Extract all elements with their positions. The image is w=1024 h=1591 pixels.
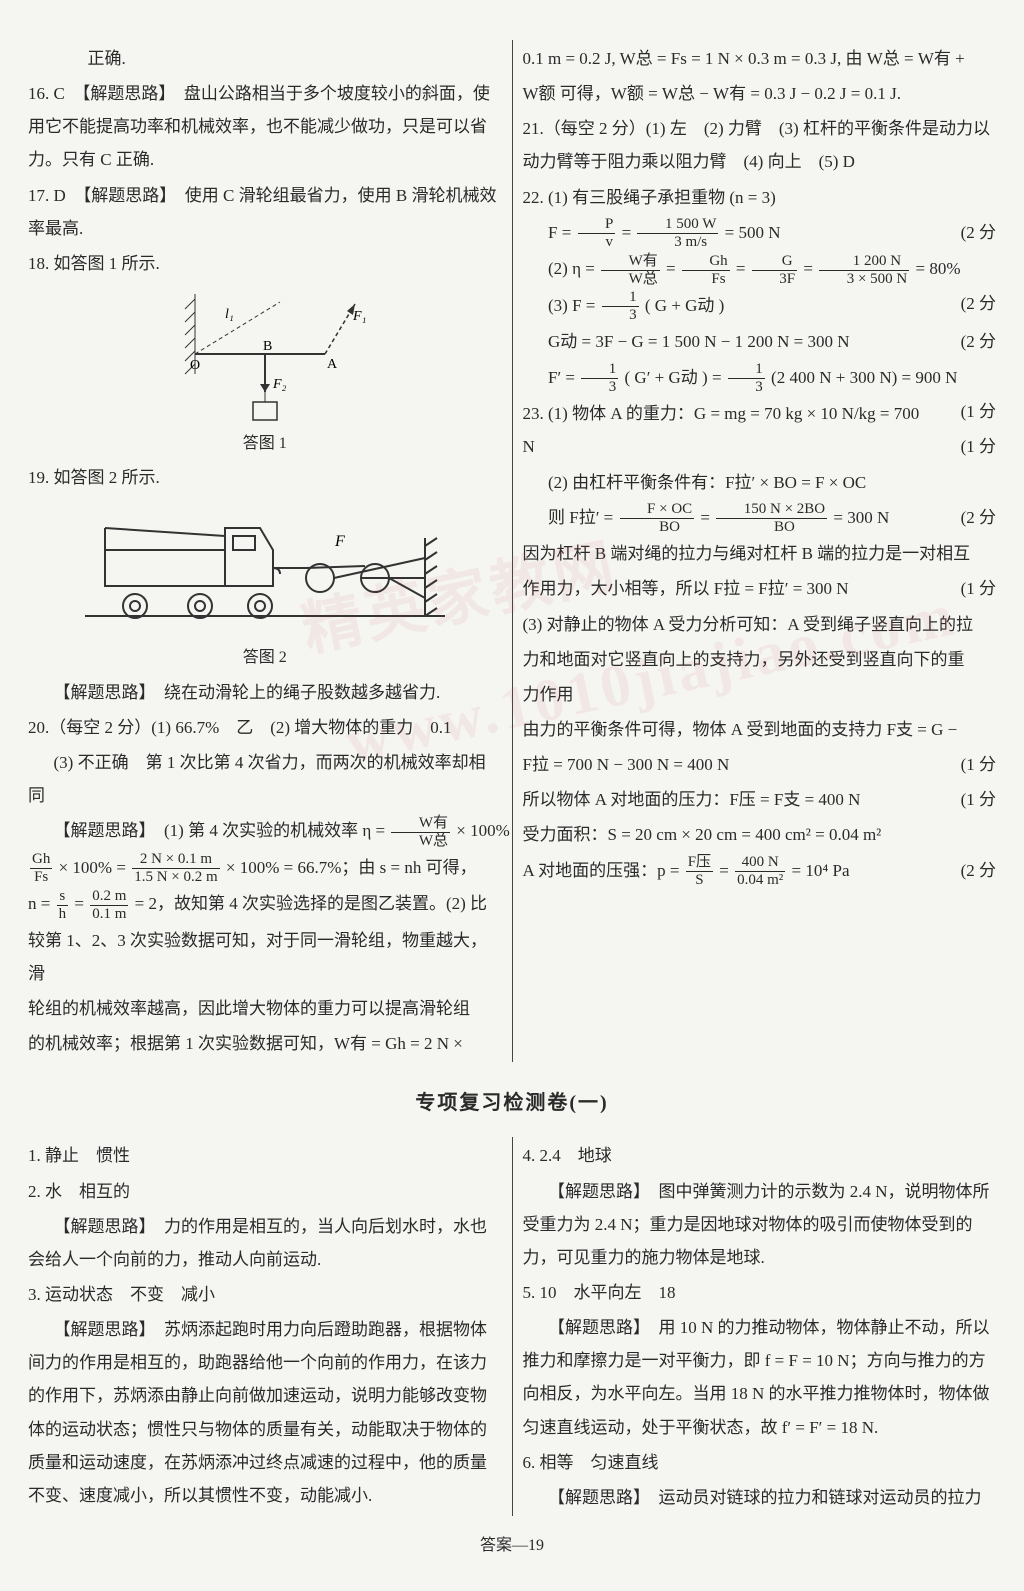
fig1-F1: F₁ [352,309,366,324]
fig1-B: B [263,339,272,354]
q23-c: 则 F拉′ = F × OCBO = 150 N × 2BOBO = 300 N… [523,501,997,536]
q23-h: 力作用 [523,678,997,711]
q23-m: A 对地面的压强：p = F压S = 400 N0.04 m² = 10⁴ Pa… [523,854,997,889]
q23-i: 由力的平衡条件可得，物体 A 受到地面的支持力 F支 = G − [523,713,997,746]
q22-F: F = Pv = 1 500 W3 m/s = 500 N (2 分 [523,216,997,251]
col-bot-left: 1. 静止 惯性 2. 水 相互的 【解题思路】 力的作用是相互的，当人向后划水… [28,1137,512,1516]
q15-tail: 正确. [28,42,502,75]
b-q4-s: 【解题思路】 图中弹簧测力计的示数为 2.4 N，说明物体所受重力为 2.4 N… [523,1175,997,1274]
q23-e: 作用力，大小相等，所以 F拉 = F拉′ = 300 N (1 分 [523,572,997,605]
fig1-A: A [327,357,338,372]
q22-eta: (2) η = W有W总 = GhFs = G3F = 1 200 N3 × 5… [523,252,997,287]
b-q6-s: 【解题思路】 运动员对链球的拉力和链球对运动员的拉力 [523,1481,997,1514]
b-q3-s: 【解题思路】 苏炳添起跑时用力向后蹬助跑器，根据物体间力的作用是相互的，助跑器给… [28,1313,502,1512]
q22-G: G动 = 3F − G = 1 500 N − 1 200 N = 300 N … [523,325,997,358]
q23-g: 力和地面对它竖直向上的支持力，另外还受到竖直向下的重 [523,643,997,676]
fig2-caption: 答图 2 [28,642,502,673]
row-bottom: 1. 静止 惯性 2. 水 相互的 【解题思路】 力的作用是相互的，当人向后划水… [28,1137,996,1516]
b-q3: 3. 运动状态 不变 减小 [28,1278,502,1311]
q23-k-score: (1 分 [961,783,996,816]
q23-e-score: (1 分 [961,572,996,605]
fig1-O: O [190,358,200,373]
b-q6: 6. 相等 匀速直线 [523,1446,997,1479]
col-top-left: 正确. 16. C 【解题思路】 盘山公路相当于多个坡度较小的斜面，使用它不能提… [28,40,512,1062]
figure-1: O B A l₁ F₁ F₂ [155,284,375,424]
q21: 21.（每空 2 分）(1) 左 (2) 力臂 (3) 杠杆的平衡条件是动力以动… [523,112,997,178]
q23-b: (2) 由杠杆平衡条件有：F拉′ × BO = F × OC [523,466,997,499]
q22-a: 22. (1) 有三股绳子承担重物 (n = 3) [523,181,997,214]
q20c-mid1: × 100% = [456,821,511,840]
q20-a: 20.（每空 2 分）(1) 66.7% 乙 (2) 增大物体的重力 0.1 [28,711,502,744]
fig1-caption: 答图 1 [28,428,502,459]
q22-3: (3) F = 13 ( G + G动 ) [523,289,997,324]
q23-l: 受力面积：S = 20 cm × 20 cm = 400 cm² = 0.04 … [523,818,997,851]
q20c-pre: 【解题思路】 (1) 第 4 次实验的机械效率 η = [54,821,386,840]
q20c-frac-1: W有 W总 [389,816,452,849]
fig1-l1: l₁ [225,307,234,322]
q23-k: 所以物体 A 对地面的压力：F压 = F支 = 400 N (1 分 [523,783,997,816]
q23-j: F拉 = 700 N − 300 N = 400 N (1 分 [523,748,997,781]
fig1-F2: F₂ [272,377,287,392]
q19: 19. 如答图 2 所示. [28,461,502,494]
r-top-1: 0.1 m = 0.2 J, W总 = Fs = 1 N × 0.3 m = 0… [523,42,997,75]
figure-2: F [75,498,455,638]
b-q5-s: 【解题思路】 用 10 N 的力推动物体，物体静止不动，所以推力和摩擦力是一对平… [523,1311,997,1444]
q20-b: (3) 不正确 第 1 次比第 4 次省力，而两次的机械效率却相同 [28,746,502,812]
q23-c-score: (2 分 [935,501,996,534]
q22-eta-score: (2 分 [935,287,996,320]
q20d-frac-2: 2 N × 0.1 m 1.5 N × 0.2 m [130,852,221,885]
col-top-right: 0.1 m = 0.2 J, W总 = Fs = 1 N × 0.3 m = 0… [513,40,997,1062]
q17: 17. D 【解题思路】 使用 C 滑轮组最省力，使用 B 滑轮机械效率最高. [28,179,502,245]
b-q1: 1. 静止 惯性 [28,1139,502,1172]
r-top-2: W额 可得，W额 = W总 − W有 = 0.3 J − 0.2 J = 0.1… [523,77,997,110]
q20-g: 轮组的机械效率越高，因此增大物体的重力可以提高滑轮组 [28,992,502,1025]
col-bot-right: 4. 2.4 地球 【解题思路】 图中弹簧测力计的示数为 2.4 N，说明物体所… [513,1137,997,1516]
q22-Fp: F′ = 13 ( G′ + G动 ) = 13 (2 400 N + 300 … [523,361,997,396]
q23-a: 23. (1) 物体 A 的重力：G = mg = 70 kg × 10 N/k… [523,397,997,463]
q20-f: 较第 1、2、3 次实验数据可知，对于同一滑轮组，物重越大，滑 [28,924,502,990]
q23-j-score: (1 分 [961,748,996,781]
q20-e: n = sh = 0.2 m0.1 m = 2，故知第 4 次实验选择的是图乙装… [28,887,502,922]
q16: 16. C 【解题思路】 盘山公路相当于多个坡度较小的斜面，使用它不能提高功率和… [28,77,502,176]
q22-Fp-score: (1 分 [935,395,996,428]
b-q2: 2. 水 相互的 [28,1175,502,1208]
physics-answer-page: 精英家教网 www.1010jiajiao.com 正确. 16. C 【解题思… [0,0,1024,1591]
b-q4: 4. 2.4 地球 [523,1139,997,1172]
b-q5: 5. 10 水平向左 18 [523,1276,997,1309]
q20-c: 【解题思路】 (1) 第 4 次实验的机械效率 η = W有 W总 × 100%… [28,814,502,849]
fig2-F: F [334,533,345,550]
q23-m-score: (2 分 [961,854,996,887]
row-top: 正确. 16. C 【解题思路】 盘山公路相当于多个坡度较小的斜面，使用它不能提… [28,40,996,1062]
q23-d: 因为杠杆 B 端对绳的拉力与绳对杠杆 B 端的拉力是一对相互 [523,537,997,570]
q20-d: Gh Fs × 100% = 2 N × 0.1 m 1.5 N × 0.2 m… [28,851,502,886]
q22-F-score: (2 分 [935,216,996,249]
q22-G-score: (2 分 [935,325,996,358]
q19-soln: 【解题思路】 绕在动滑轮上的绳子股数越多越省力. [28,676,502,709]
q20-h: 的机械效率；根据第 1 次实验数据可知，W有 = Gh = 2 N × [28,1027,502,1060]
page-footer: 答案—19 [28,1530,996,1561]
q23-f: (3) 对静止的物体 A 受力分析可知：A 受到绳子竖直向上的拉 [523,608,997,641]
q23-a-score: (1 分 [961,430,996,463]
section-title: 专项复习检测卷(一) [28,1084,996,1123]
q20d-frac-1: Gh Fs [28,852,54,885]
b-q2-s: 【解题思路】 力的作用是相互的，当人向后划水时，水也会给人一个向前的力，推动人向… [28,1210,502,1276]
q18: 18. 如答图 1 所示. [28,247,502,280]
